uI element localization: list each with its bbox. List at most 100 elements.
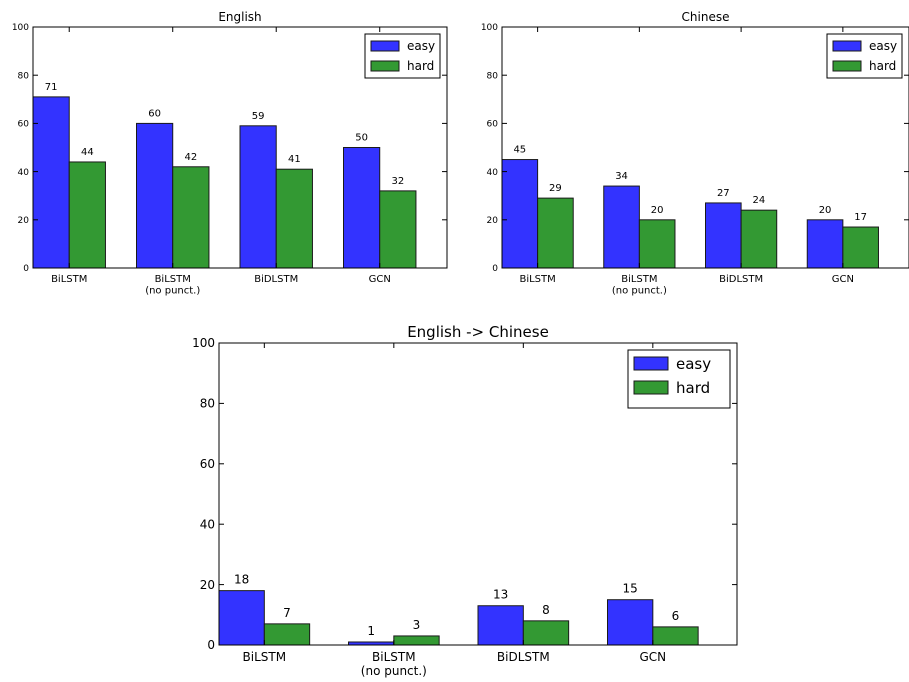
- y-tick-label: 100: [12, 23, 29, 33]
- legend-swatch-hard: [832, 60, 862, 72]
- bar-easy-1: [136, 122, 174, 269]
- x-tick-label: BiLSTM: [519, 274, 555, 285]
- bar-easy-0: [501, 159, 539, 269]
- legend-swatch-easy: [370, 40, 400, 52]
- bar-value-label: 17: [854, 212, 867, 223]
- legend: easy hard: [826, 33, 903, 79]
- x-tick-label: BiLSTM: [243, 650, 287, 664]
- y-tick-label: 60: [18, 120, 30, 130]
- y-tick-label: 40: [18, 168, 30, 178]
- x-tick-label: BiDLSTM: [719, 274, 763, 285]
- legend-swatch-easy: [633, 356, 669, 371]
- legend-label-hard: hard: [407, 59, 434, 73]
- bar-value-label: 59: [252, 111, 265, 122]
- legend-label-easy: easy: [407, 39, 435, 53]
- bar-easy-1: [603, 185, 640, 269]
- bar-value-label: 50: [355, 133, 368, 144]
- bar-hard-0: [537, 197, 574, 269]
- bar-value-label: 71: [45, 82, 58, 93]
- bar-hard-2: [275, 168, 313, 269]
- y-tick-label: 40: [487, 168, 499, 178]
- y-tick-label: 60: [200, 457, 215, 471]
- x-tick-label: BiDLSTM: [497, 650, 550, 664]
- chart-panel-0: 71 60 59 50 44 42 41 32 0 20 40 60 80 100 BiLSTM BiLSTM…: [12, 10, 448, 297]
- chart-title: English -> Chinese: [407, 323, 549, 341]
- bar-value-label: 60: [148, 108, 161, 119]
- x-tick-label: BiLSTM (no punct.): [612, 274, 667, 297]
- legend: easy hard: [364, 33, 441, 79]
- legend-swatch-hard: [633, 380, 669, 395]
- bar-value-label: 44: [81, 147, 94, 158]
- axes-frame: [501, 26, 909, 269]
- y-tick-label: 80: [487, 71, 499, 81]
- y-tick-label: 100: [192, 336, 215, 350]
- bar-value-label: 27: [717, 188, 730, 199]
- bar-value-label: 7: [283, 606, 291, 620]
- legend-swatch-easy: [832, 40, 862, 52]
- bar-value-label: 13: [493, 588, 508, 602]
- legend-label-hard: hard: [869, 59, 896, 73]
- x-tick-label: BiLSTM (no punct.): [361, 650, 427, 678]
- legend-label-easy: easy: [869, 39, 897, 53]
- bar-easy-2: [705, 202, 742, 269]
- chart-title: Chinese: [682, 10, 730, 24]
- legend-swatch-hard: [370, 60, 400, 72]
- y-tick-label: 40: [200, 517, 215, 531]
- bar-value-label: 41: [288, 154, 301, 165]
- chart-panel-1: 45 34 27 20 29 20 24 17 0 20 40 60 80 100 BiLSTM BiLSTM…: [481, 10, 909, 297]
- x-tick-label: BiLSTM: [51, 274, 87, 285]
- bar-value-label: 45: [513, 145, 526, 156]
- y-tick-label: 60: [487, 120, 499, 130]
- x-tick-label: GCN: [832, 274, 854, 285]
- bar-value-label: 3: [413, 618, 421, 632]
- bar-hard-3: [842, 226, 879, 269]
- bar-hard-0: [263, 623, 311, 646]
- bar-value-label: 34: [615, 171, 628, 182]
- bar-value-label: 15: [623, 582, 638, 596]
- bar-hard-0: [68, 161, 106, 269]
- bar-value-label: 42: [184, 152, 197, 163]
- bar-value-label: 8: [542, 603, 550, 617]
- y-tick-label: 80: [200, 397, 215, 411]
- bar-easy-2: [477, 605, 524, 646]
- x-tick-label: BiDLSTM: [254, 274, 298, 285]
- bar-hard-1: [172, 166, 210, 269]
- y-tick-label: 20: [487, 216, 499, 226]
- legend-label-hard: hard: [676, 379, 710, 397]
- y-tick-label: 20: [200, 578, 215, 592]
- bar-value-label: 20: [819, 205, 832, 216]
- bar-easy-3: [607, 599, 654, 646]
- bar-value-label: 20: [651, 205, 664, 216]
- bar-value-label: 1: [367, 624, 375, 638]
- y-tick-label: 100: [481, 23, 498, 33]
- bar-value-label: 18: [234, 573, 249, 587]
- bar-hard-2: [522, 620, 570, 646]
- legend-label-easy: easy: [676, 355, 711, 373]
- bar-hard-3: [652, 626, 699, 646]
- y-tick-label: 80: [18, 71, 30, 81]
- bar-hard-1: [393, 635, 440, 646]
- y-tick-label: 20: [18, 216, 30, 226]
- y-tick-label: 0: [207, 638, 215, 652]
- bar-easy-3: [343, 147, 381, 269]
- bar-easy-0: [218, 590, 265, 646]
- bar-easy-2: [239, 125, 277, 269]
- x-tick-label: GCN: [369, 274, 391, 285]
- bar-value-label: 29: [549, 183, 562, 194]
- axes-frame: [32, 26, 448, 269]
- legend: easy hard: [627, 349, 731, 409]
- x-tick-label: GCN: [639, 650, 666, 664]
- axes-frame: [218, 342, 738, 646]
- bar-value-label: 6: [672, 609, 680, 623]
- y-tick-label: 0: [492, 264, 498, 274]
- bar-hard-2: [740, 209, 778, 269]
- bar-value-label: 24: [753, 195, 766, 206]
- bar-hard-3: [379, 190, 417, 269]
- y-tick-label: 0: [23, 264, 29, 274]
- x-tick-label: BiLSTM (no punct.): [145, 274, 200, 297]
- bar-hard-1: [638, 219, 676, 269]
- bar-easy-0: [32, 96, 70, 269]
- bar-value-label: 32: [391, 176, 404, 187]
